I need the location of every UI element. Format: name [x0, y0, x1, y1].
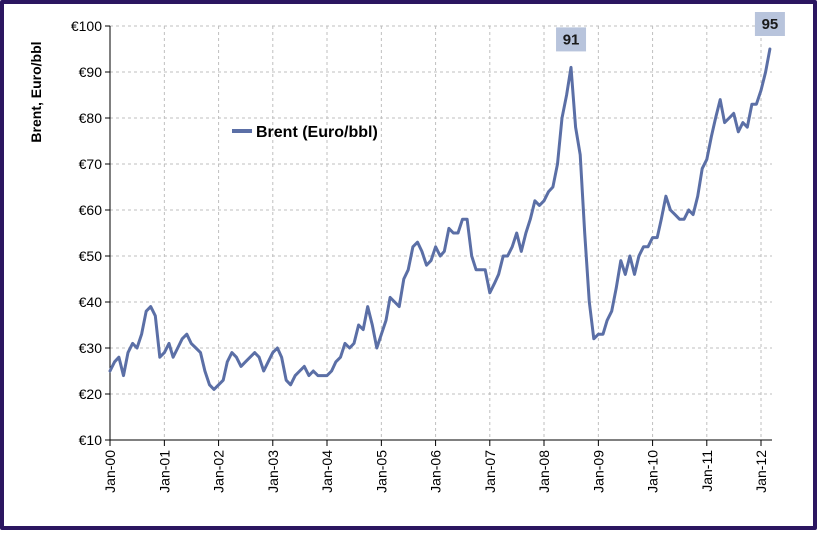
x-tick-label: Jan-04	[319, 450, 335, 493]
x-axis-ticks: Jan-00 Jan-01 Jan-02 Jan-03 Jan-04 Jan-05 Jan-…	[102, 450, 769, 493]
y-tick-label: €80	[79, 110, 103, 126]
y-axis-ticks: €10 €20 €30 €40 €50 €60 €70 €80 €90 €100	[71, 18, 102, 448]
y-tick-label: €40	[79, 294, 103, 310]
x-tick-label: Jan-01	[156, 450, 172, 493]
x-tick-label: Jan-00	[102, 450, 118, 493]
y-tick-label: €90	[79, 64, 103, 80]
gridlines	[110, 25, 772, 440]
brent-price-chart: €10€20€30€40€50€60€70€80€90€100 Jan-00 Ja…	[28, 12, 785, 493]
x-tick-label: Jan-12	[753, 450, 769, 493]
y-axis-label: Brent, Euro/bbl	[28, 41, 44, 142]
legend: Brent (Euro/bbl)	[232, 124, 378, 141]
value-callout-label: 95	[762, 16, 779, 33]
x-tick-label: Jan-08	[536, 450, 552, 493]
y-tick-label: €10	[79, 432, 103, 448]
x-tick-label: Jan-11	[699, 450, 715, 492]
y-tick-label: €100	[71, 18, 102, 34]
annotations: 91 95	[556, 12, 785, 52]
x-tick-label: Jan-06	[428, 450, 444, 493]
y-tick-label: €30	[79, 340, 103, 356]
x-tick-label: Jan-02	[211, 450, 227, 493]
y-tick-label: €70	[79, 156, 103, 172]
brent-series-line	[108, 47, 772, 391]
series-layer	[108, 47, 772, 391]
y-tick-label: €60	[79, 202, 103, 218]
x-tick-label: Jan-03	[265, 450, 281, 493]
y-tick-label: €20	[79, 386, 103, 402]
x-tick-label: Jan-09	[590, 450, 606, 493]
value-callout-box	[556, 27, 587, 52]
legend-label: Brent (Euro/bbl)	[256, 124, 378, 141]
x-tick-label: Jan-05	[373, 450, 389, 493]
y-tick-label: €50	[79, 248, 103, 264]
axes	[105, 25, 772, 446]
value-callout-box	[754, 12, 785, 36]
value-callout-label: 91	[563, 31, 580, 48]
x-tick-label: Jan-07	[482, 450, 498, 493]
x-tick-label: Jan-10	[645, 450, 661, 493]
